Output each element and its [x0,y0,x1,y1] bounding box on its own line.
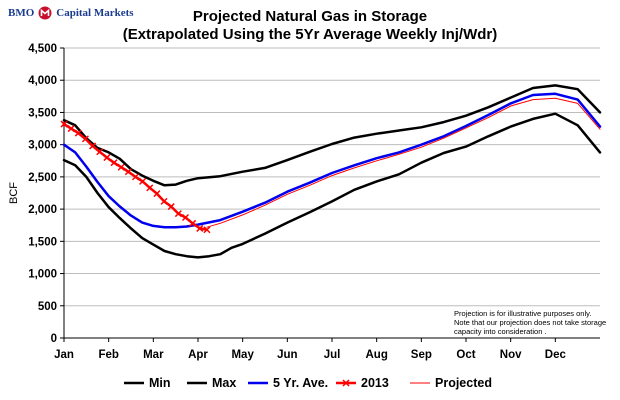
chart-note-line: Projection is for illustrative purposes … [454,309,591,318]
data-point-2013 [153,190,161,198]
x-tick-label: May [231,349,254,361]
legend-item-5-yr-ave: 5 Yr. Ave. [247,376,328,390]
data-point-2013 [160,197,168,205]
y-tick-label: 0 [51,333,57,345]
legend-swatch-2013 [336,379,356,387]
data-point-2013 [124,168,132,176]
data-point-2013 [110,159,118,167]
y-tick-label: 3,000 [28,140,57,152]
y-tick-label: 1,500 [28,236,57,248]
x-tick-label: Nov [500,349,522,361]
legend-swatch-5-yr-ave [248,381,268,385]
y-axis-label: BCF [8,182,20,204]
y-tick-label: 500 [38,301,57,313]
data-point-2013 [181,213,190,222]
x-tick-label: Mar [143,349,164,361]
logo-name: Capital Markets [56,7,134,19]
series-line-max [62,84,602,187]
data-point-2013 [196,224,204,232]
data-point-2013 [174,210,182,218]
chart-subtitle: (Extrapolated Using the 5Yr Average Week… [122,26,498,43]
x-tick-label: Apr [188,349,208,361]
data-point-2013 [89,142,97,150]
legend-label: 2013 [361,376,389,390]
data-point-2013 [60,120,68,128]
bmo-logo: BMO Capital Markets [8,6,134,20]
legend-label: Max [212,376,237,390]
y-tick-label: 3,500 [28,107,57,119]
data-point-2013 [167,203,175,211]
chart-legend: Min Max 5 Yr. Ave. 2013 Projected [0,376,620,396]
y-tick-label: 4,000 [28,75,57,87]
data-point-2013 [117,163,125,171]
x-tick-label: Jan [54,349,74,361]
data-point-2013 [139,177,147,185]
y-tick-label: 2,500 [28,172,57,184]
legend-item-max: Max [186,376,236,390]
data-point-2013 [203,226,211,234]
series-line-5-yr-ave [62,92,602,229]
legend-swatch-projected [410,382,430,384]
data-point-2013 [96,148,104,156]
legend-label: Min [149,376,171,390]
x-tick-label: Jul [324,349,341,361]
data-point-2013 [81,135,89,143]
legend-item-projected: Projected [409,376,492,390]
y-tick-label: 4,500 [28,43,57,55]
y-tick-label: 2,000 [28,204,57,216]
legend-label: 5 Yr. Ave. [273,376,329,390]
line-chart: 0 500 1,000 1,500 2,000 2,500 3,000 3,500 4,000 4… [8,43,606,361]
data-point-2013 [131,173,139,181]
series-line-projected [206,97,601,228]
x-tick-label: Jun [277,349,297,361]
legend-label: Projected [435,376,492,390]
x-tick-label: Feb [98,349,118,361]
chart-title: Projected Natural Gas in Storage [192,8,428,25]
legend-item-2013: 2013 [335,376,389,390]
data-point-2013 [74,129,82,137]
x-tick-label: Dec [545,349,567,361]
legend-swatch-max [187,381,207,385]
chart-note-line: capacity into consideration . [454,327,547,336]
roundel-icon [38,6,52,20]
data-point-2013 [103,154,111,162]
legend-item-min: Min [123,376,171,390]
data-point-2013 [67,125,75,133]
y-tick-label: 1,000 [28,269,57,281]
x-tick-label: Oct [456,349,475,361]
data-point-2013 [146,184,154,192]
legend-swatch-min [124,381,144,385]
logo-brand: BMO [8,7,35,19]
x-tick-label: Sep [411,349,432,361]
series-line-min [62,112,602,259]
x-tick-label: Aug [365,349,387,361]
data-point-2013 [189,219,197,227]
chart-title-block: Projected Natural Gas in Storage (Extrap… [0,8,620,44]
chart-note-line: Note that our projection does not take s… [454,318,606,327]
